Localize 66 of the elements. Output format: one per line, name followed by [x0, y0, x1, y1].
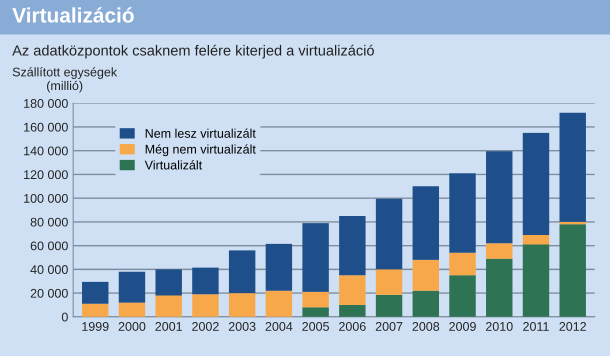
y-tick-label: 80 000: [30, 218, 68, 227]
x-tick-label: 1999: [82, 322, 109, 331]
bar: [522, 132, 550, 235]
y-tick-label: 180 000: [24, 99, 68, 108]
bar: [412, 186, 440, 260]
bar: [486, 243, 512, 259]
y-tick-label: 60 000: [30, 241, 68, 250]
x-tick-label: 2011: [523, 322, 549, 331]
bar: [486, 151, 512, 244]
bar: [449, 275, 476, 317]
bar: [192, 294, 219, 317]
bar: [192, 268, 219, 294]
bar: [228, 250, 256, 294]
bar: [522, 244, 550, 317]
y-tick-label: 160 000: [24, 122, 68, 132]
y-axis-title: Szállított egységek (millió): [12, 67, 118, 93]
x-tick-label: 2009: [449, 322, 476, 331]
y-tick-label: 40 000: [30, 265, 68, 274]
bar: [559, 222, 586, 224]
x-tick-label: 2006: [339, 322, 366, 331]
x-tick-label: 2010: [486, 322, 513, 331]
bar: [82, 304, 108, 317]
bar: [118, 272, 146, 303]
bar: [266, 290, 292, 317]
bar: [266, 244, 292, 291]
x-tick-label: 2001: [155, 322, 182, 331]
bar: [228, 293, 256, 317]
bar: [118, 302, 146, 317]
x-tick-label: 2000: [118, 322, 146, 331]
x-tick-label: 2002: [192, 322, 219, 331]
bar: [302, 223, 329, 292]
bar: [449, 173, 476, 253]
x-tick-label: 2008: [412, 322, 440, 331]
bar: [412, 290, 440, 317]
bar: [155, 295, 182, 317]
y-tick-label: 20 000: [30, 288, 68, 298]
bar: [559, 224, 586, 317]
bar: [302, 307, 329, 317]
bar: [339, 216, 366, 276]
bar: [376, 269, 402, 295]
x-tick-label: 2007: [376, 322, 402, 331]
y-tick-label: 120 000: [24, 170, 68, 180]
bar: [559, 112, 586, 222]
bar: [449, 252, 476, 276]
y-tick-label: 140 000: [24, 146, 68, 156]
bar: [376, 294, 402, 317]
bar: [339, 275, 366, 305]
chart-subtitle: Az adatközpontok csaknem felére kiterjed a virtualizáció: [12, 44, 374, 59]
bar: [302, 292, 329, 308]
bar: [412, 260, 440, 291]
bar: [82, 282, 108, 304]
legend-label: Virtualizált: [144, 160, 202, 170]
x-tick-label: 2004: [266, 322, 292, 331]
bar: [376, 198, 402, 270]
bar: [155, 269, 182, 296]
x-tick-label: 2005: [302, 322, 329, 331]
bar: [486, 258, 512, 317]
bar: [522, 234, 550, 244]
chart-title: Virtualizáció: [12, 7, 134, 23]
legend-label: Még nem virtualizált: [146, 144, 256, 156]
legend-label: Nem lesz virtualizált: [146, 128, 256, 138]
x-tick-label: 2012: [559, 322, 586, 331]
x-tick-label: 2003: [228, 322, 256, 331]
y-tick-label: 100 000: [24, 194, 68, 203]
bar: [339, 304, 366, 317]
y-tick-label: 0: [62, 312, 68, 322]
